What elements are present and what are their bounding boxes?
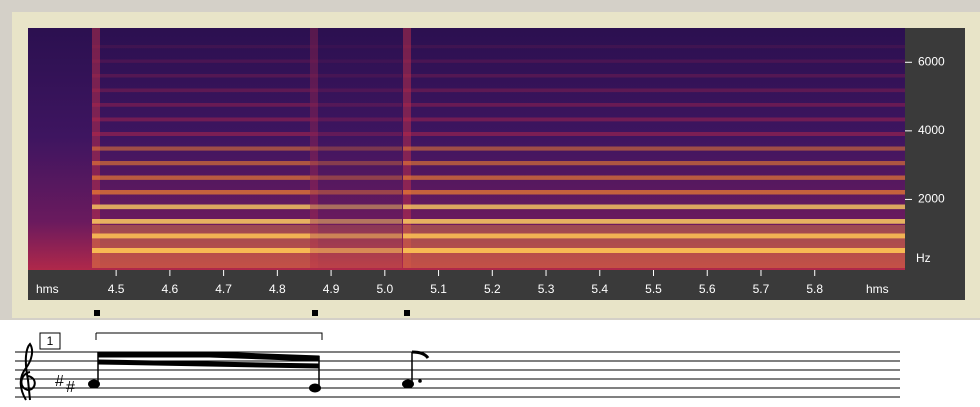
harmonic	[403, 190, 905, 195]
harmonic	[403, 45, 905, 48]
score	[15, 333, 900, 400]
harmonic	[310, 118, 402, 122]
harmonic	[403, 118, 905, 122]
harmonic	[310, 161, 402, 165]
x-tick-label: 5.4	[591, 282, 608, 296]
harmonic	[403, 147, 905, 151]
x-tick-label: 5.7	[753, 282, 770, 296]
note-head	[88, 380, 100, 389]
x-tick-label: 4.6	[162, 282, 179, 296]
harmonic	[92, 103, 310, 107]
low-energy	[403, 225, 905, 268]
onset-marker	[312, 310, 318, 316]
harmonic	[310, 45, 402, 48]
harmonic	[92, 132, 310, 136]
harmonic	[310, 190, 402, 195]
x-tick-label: 4.7	[215, 282, 232, 296]
low-energy	[310, 225, 402, 268]
note-head	[309, 384, 321, 393]
x-tick-label: 5.8	[806, 282, 823, 296]
x-tick-label: 5.2	[484, 282, 501, 296]
y-unit-label: Hz	[916, 251, 931, 265]
onset-marker	[404, 310, 410, 316]
harmonic	[92, 45, 310, 48]
harmonic	[92, 147, 310, 151]
low-energy	[92, 225, 310, 268]
harmonic	[403, 132, 905, 136]
harmonic	[92, 89, 310, 93]
y-tick-label: 2000	[918, 192, 945, 206]
harmonic	[403, 74, 905, 78]
harmonic	[403, 60, 905, 63]
harmonic	[310, 132, 402, 136]
harmonic	[310, 205, 402, 210]
y-tick-label: 6000	[918, 54, 945, 68]
x-axis-strip	[28, 270, 905, 300]
harmonic	[403, 205, 905, 210]
harmonic	[92, 74, 310, 78]
page: {"chart_data": {"type": "spectrogram", "…	[0, 0, 980, 402]
harmonic	[403, 176, 905, 180]
x-tick-label: 5.6	[699, 282, 716, 296]
x-unit-label: hms	[866, 282, 889, 296]
harmonic	[92, 60, 310, 63]
x-tick-label: 5.5	[645, 282, 662, 296]
x-tick-label: 5.3	[538, 282, 555, 296]
x-unit-label: hms	[36, 282, 59, 296]
harmonic	[310, 74, 402, 78]
harmonic	[310, 176, 402, 180]
x-tick-label: 4.5	[108, 282, 125, 296]
x-tick-label: 5.0	[376, 282, 393, 296]
onset-marker	[94, 310, 100, 316]
chart: hms hms Hz # # 1 4.5 4.6 4.7 4.8 4.9 5.0 5.1 5.…	[0, 0, 980, 402]
x-tick-label: 4.8	[269, 282, 286, 296]
harmonic	[92, 176, 310, 180]
sharp: #	[66, 379, 75, 396]
note-head	[402, 380, 414, 389]
harmonic	[92, 205, 310, 210]
harmonic	[403, 89, 905, 93]
harmonic	[310, 147, 402, 151]
y-axis-strip	[905, 28, 965, 300]
harmonic	[403, 161, 905, 165]
harmonic	[92, 190, 310, 195]
y-tick-label: 4000	[918, 123, 945, 137]
harmonic	[92, 118, 310, 122]
harmonic	[403, 219, 905, 224]
harmonic	[310, 89, 402, 93]
harmonic	[92, 161, 310, 165]
harmonic	[92, 219, 310, 224]
measure-number: 1	[47, 334, 54, 348]
sharp: #	[55, 373, 64, 390]
x-tick-label: 5.1	[430, 282, 447, 296]
x-tick-label: 4.9	[323, 282, 340, 296]
dot	[418, 379, 422, 383]
harmonic	[310, 60, 402, 63]
harmonic	[403, 103, 905, 107]
harmonic	[310, 219, 402, 224]
harmonic	[310, 103, 402, 107]
